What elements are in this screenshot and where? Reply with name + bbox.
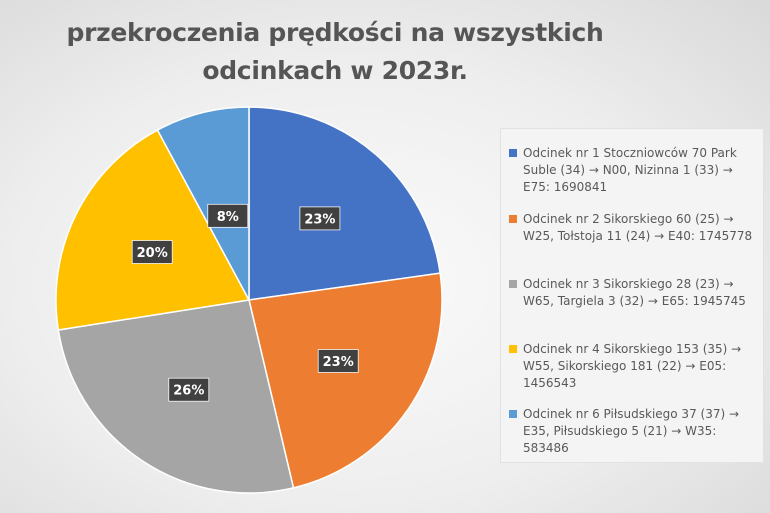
data-label-text: 26% xyxy=(173,384,204,399)
legend-swatch xyxy=(509,280,517,288)
data-label-text: 8% xyxy=(217,210,239,225)
legend-item: Odcinek nr 6 Piłsudskiego 37 (37) → E35,… xyxy=(509,406,761,457)
pie-data-labels: 23% 23% 26% 20% 8% xyxy=(131,203,359,402)
data-label-2: 23% xyxy=(317,349,359,373)
legend: Odcinek nr 1 Stoczniowców 70 Park Suble … xyxy=(500,128,764,463)
pie-slice-4 xyxy=(55,129,251,331)
data-label-text: 23% xyxy=(304,212,335,227)
legend-label: Odcinek nr 3 Sikorskiego 28 (23) → W65, … xyxy=(523,277,746,308)
legend-label: Odcinek nr 1 Stoczniowców 70 Park Suble … xyxy=(523,146,737,194)
data-label-1: 23% xyxy=(299,206,341,231)
data-label-text: 23% xyxy=(323,355,354,370)
legend-swatch xyxy=(509,215,517,223)
data-label-box xyxy=(317,349,359,373)
pie-slices xyxy=(55,106,443,494)
legend-item: Odcinek nr 2 Sikorskiego 60 (25) → W25, … xyxy=(509,211,761,245)
pie-slice-2 xyxy=(248,272,443,489)
legend-item: Odcinek nr 1 Stoczniowców 70 Park Suble … xyxy=(509,145,761,196)
data-label-text: 20% xyxy=(137,246,168,261)
data-label-5: 8% xyxy=(207,203,249,228)
legend-swatch xyxy=(509,149,517,157)
data-label-box xyxy=(207,203,249,228)
legend-label: Odcinek nr 4 Sikorskiego 153 (35) → W55,… xyxy=(523,342,742,390)
pie-slice-5 xyxy=(156,106,250,301)
legend-swatch xyxy=(509,345,517,353)
data-label-4: 20% xyxy=(131,240,173,264)
legend-item: Odcinek nr 4 Sikorskiego 153 (35) → W55,… xyxy=(509,341,761,392)
legend-swatch xyxy=(509,410,517,418)
legend-item: Odcinek nr 3 Sikorskiego 28 (23) → W65, … xyxy=(509,276,761,310)
legend-label: Odcinek nr 6 Piłsudskiego 37 (37) → E35,… xyxy=(523,407,740,455)
data-label-box xyxy=(299,206,341,231)
data-label-3: 26% xyxy=(168,377,210,402)
data-label-box xyxy=(131,240,173,264)
data-label-box xyxy=(168,377,210,402)
legend-label: Odcinek nr 2 Sikorskiego 60 (25) → W25, … xyxy=(523,212,753,243)
chart-title: przekroczenia prędkości na wszystkich od… xyxy=(66,18,604,85)
pie-slice-1 xyxy=(248,106,441,301)
